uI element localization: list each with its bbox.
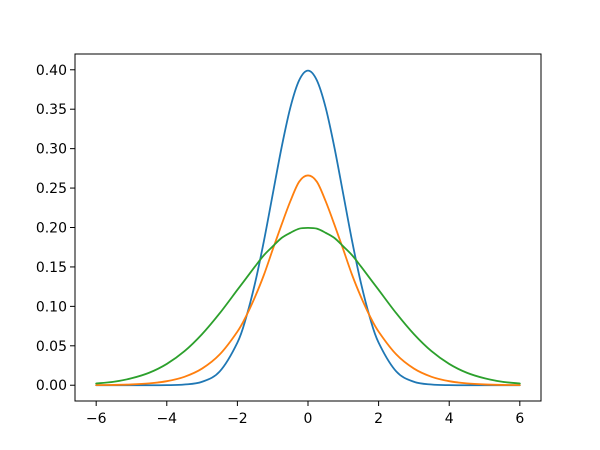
x-tick-label: 0: [304, 411, 313, 427]
x-tick-label: 6: [515, 411, 524, 427]
axes-frame: [74, 53, 542, 402]
y-tick-label: 0.10: [36, 299, 67, 315]
y-tick-label: 0.35: [36, 102, 67, 118]
y-tick-label: 0.20: [36, 221, 67, 237]
x-axis-ticks: −6 −4 −2 0 2 4 6: [86, 401, 524, 427]
series-line-2: [95, 174, 521, 386]
series-line-3: [95, 226, 521, 385]
y-tick-label: 0.15: [36, 260, 67, 276]
x-tick-label: −6: [86, 411, 107, 427]
x-tick-label: −2: [227, 411, 248, 427]
y-tick-label: 0.40: [36, 63, 67, 79]
x-tick-label: 4: [445, 411, 454, 427]
y-tick-label: 0.05: [36, 339, 67, 355]
x-tick-label: 2: [374, 411, 383, 427]
y-axis-ticks: 0.00 0.05 0.10 0.15 0.20 0.25 0.30 0.35 0.40: [36, 63, 75, 394]
y-tick-label: 0.30: [36, 142, 67, 158]
x-tick-label: −4: [156, 411, 177, 427]
series-line-1: [95, 69, 521, 387]
y-tick-label: 0.25: [36, 181, 67, 197]
series-layer: [95, 69, 521, 387]
y-tick-label: 0.00: [36, 378, 67, 394]
